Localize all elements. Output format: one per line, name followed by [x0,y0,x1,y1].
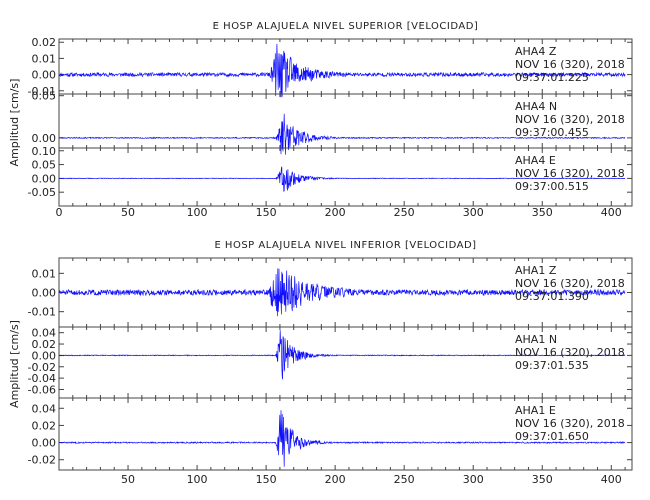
y-tick-label: 0.05 [32,90,57,103]
seismic-trace-line [58,268,626,317]
x-tick-label: 150 [256,473,277,486]
y-tick-label: 0.00 [32,69,57,82]
y-tick-label: 0.00 [32,287,57,300]
panel-frame [58,397,633,471]
x-tick-label: 400 [601,473,622,486]
seismic-trace-line [58,113,626,155]
x-tick-label: 100 [187,473,208,486]
chart-2: E HOSP ALAJUELA NIVEL INFERIOR [VELOCIDA… [8,240,633,486]
x-tick-label: 200 [325,206,346,219]
panel-frame [58,147,633,207]
y-tick-label: 0.02 [32,338,57,351]
trace-time-label: 09:37:01.390 [515,290,589,303]
y-tick-label: 0.00 [32,437,57,450]
y-axis-label: Amplitud [cm/s] [8,320,21,408]
x-tick-label: 250 [394,206,415,219]
trace-date-label: NOV 16 (320), 2018 [515,167,625,180]
x-tick-label: 300 [463,473,484,486]
y-tick-label: 0.00 [32,172,57,185]
station-component-label: AHA1 E [515,404,556,417]
y-tick-label: 0.00 [32,132,57,145]
x-tick-label: 350 [532,473,553,486]
trace-date-label: NOV 16 (320), 2018 [515,277,625,290]
x-tick-label: 300 [463,206,484,219]
y-tick-label: 0.02 [32,36,57,49]
station-component-label: AHA1 Z [515,264,557,277]
x-tick-label: 50 [121,473,135,486]
chart-1: E HOSP ALAJUELA NIVEL SUPERIOR [VELOCIDA… [8,21,633,219]
trace-time-label: 09:37:01.535 [515,359,589,372]
y-tick-label: -0.04 [28,372,56,385]
y-tick-label: 0.05 [32,159,57,172]
trace-time-label: 09:37:00.455 [515,126,589,139]
x-tick-label: 250 [394,473,415,486]
x-tick-label: 400 [601,206,622,219]
station-component-label: AHA1 N [515,333,557,346]
y-tick-label: -0.01 [28,306,56,319]
y-tick-label: -0.06 [28,383,56,396]
trace-time-label: 09:37:01.650 [515,430,589,443]
x-tick-label: 350 [532,206,553,219]
seismic-trace-line [58,410,626,467]
station-component-label: AHA4 Z [515,45,557,58]
trace-date-label: NOV 16 (320), 2018 [515,417,625,430]
trace-date-label: NOV 16 (320), 2018 [515,113,625,126]
y-tick-label: 0.04 [32,327,57,340]
y-tick-label: 0.01 [32,52,57,65]
y-tick-label: -0.02 [28,361,56,374]
y-tick-label: -0.05 [28,186,56,199]
seismic-trace-line [58,330,626,380]
y-tick-label: 0.00 [32,349,57,362]
y-tick-label: 0.10 [32,145,57,158]
x-tick-label: 150 [256,206,277,219]
trace-time-label: 09:37:01.225 [515,71,589,84]
station-component-label: AHA4 N [515,100,557,113]
chart-title: E HOSP ALAJUELA NIVEL INFERIOR [VELOCIDA… [214,240,476,251]
y-tick-label: -0.02 [28,454,56,467]
station-component-label: AHA4 E [515,154,556,167]
y-tick-label: 0.02 [32,419,57,432]
trace-date-label: NOV 16 (320), 2018 [515,58,625,71]
trace-time-label: 09:37:00.515 [515,180,589,193]
x-tick-label: 100 [187,206,208,219]
trace-date-label: NOV 16 (320), 2018 [515,346,625,359]
seismic-trace-line [58,166,626,192]
y-tick-label: 0.04 [32,402,57,415]
x-tick-label: 200 [325,473,346,486]
x-tick-label: 0 [56,206,63,219]
chart-title: E HOSP ALAJUELA NIVEL SUPERIOR [VELOCIDA… [213,21,479,32]
seismic-trace-line [59,43,626,98]
y-tick-label: -0.01 [28,85,56,98]
x-tick-label: 50 [121,206,135,219]
y-axis-label: Amplitud [cm/s] [8,79,21,167]
y-tick-label: 0.01 [32,267,57,280]
